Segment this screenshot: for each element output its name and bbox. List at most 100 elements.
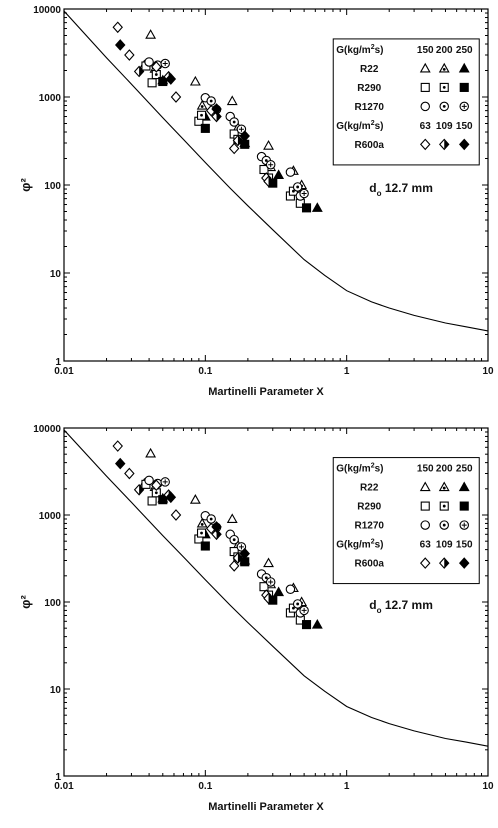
legend-g-value: 150 bbox=[456, 121, 473, 132]
series-r22-g-200 bbox=[149, 481, 308, 607]
x-axis-label: Martinelli Parameter X bbox=[208, 386, 324, 398]
legend-fluid-label: R600a bbox=[355, 140, 385, 151]
triangle-marker bbox=[189, 494, 201, 504]
y-tick-label: 1000 bbox=[39, 93, 62, 104]
triangle-marker bbox=[189, 75, 201, 86]
diamond-marker bbox=[124, 49, 135, 61]
y-tick-label: 1 bbox=[55, 772, 61, 783]
diamond-marker bbox=[170, 509, 182, 521]
diamond-marker bbox=[228, 142, 240, 155]
marker-center-dot bbox=[292, 189, 295, 193]
marker-center-cross bbox=[461, 522, 467, 528]
marker-center-dot bbox=[209, 99, 213, 103]
series-r22-g-150 bbox=[138, 29, 299, 175]
legend-fluid-label: R290 bbox=[357, 502, 381, 513]
marker-center-dot bbox=[442, 105, 446, 108]
series-r1270-g-250 bbox=[160, 477, 309, 616]
series-r600a-g-63 bbox=[112, 440, 272, 601]
diamond-marker bbox=[211, 103, 222, 115]
diameter-annotation: do 12.7 mm bbox=[369, 181, 433, 198]
circle-marker bbox=[285, 584, 296, 595]
marker-center-dot bbox=[200, 523, 204, 526]
triangle-marker bbox=[273, 586, 285, 597]
triangle-marker bbox=[419, 481, 431, 492]
series-r290-g-250 bbox=[158, 76, 312, 213]
diamond-marker bbox=[115, 457, 126, 470]
legend-g-value: 150 bbox=[417, 45, 434, 56]
diamond-half-fill bbox=[268, 176, 274, 187]
marker-center-dot bbox=[154, 491, 158, 495]
y-tick-label: 10 bbox=[50, 269, 62, 280]
marker-center-dot bbox=[209, 517, 213, 521]
diamond-half-fill bbox=[444, 558, 449, 569]
legend-g-value: 200 bbox=[436, 464, 453, 475]
y-tick-label: 10000 bbox=[33, 5, 61, 16]
series-r600a-g-150 bbox=[115, 39, 250, 142]
y-tick-label: 1000 bbox=[39, 511, 62, 522]
diamond-half-fill bbox=[139, 484, 144, 495]
diamond-marker bbox=[420, 557, 431, 569]
triangle-marker bbox=[226, 95, 238, 106]
chart-2: 0.01 0.1 1 10 1 10 100 1000 10000 Martinelli Para… bbox=[18, 424, 494, 813]
marker-center-dot bbox=[296, 602, 300, 606]
diamond-marker bbox=[151, 479, 162, 492]
y-tick-label: 100 bbox=[44, 181, 61, 192]
marker-center-dot bbox=[442, 504, 446, 508]
triangle-marker bbox=[263, 140, 274, 150]
series-r290-g-250 bbox=[158, 495, 312, 630]
chart-1: 0.01 0.1 1 10 1 10 100 1000 10000 Martinelli Para… bbox=[18, 5, 494, 398]
square-marker bbox=[301, 203, 312, 213]
series-r600a-g-63 bbox=[112, 21, 272, 184]
square-marker bbox=[158, 76, 168, 87]
marker-center-cross bbox=[162, 61, 168, 67]
x-tick-label: 0.01 bbox=[54, 781, 74, 792]
marker-center-cross bbox=[162, 479, 168, 485]
series-r600a-g-150 bbox=[115, 457, 250, 560]
triangle-marker bbox=[226, 513, 238, 524]
diamond-marker bbox=[151, 61, 162, 73]
series-r22-g-150 bbox=[138, 447, 299, 593]
diamond-marker bbox=[228, 560, 240, 572]
circle-marker bbox=[285, 167, 296, 177]
diamond-half-fill bbox=[237, 135, 243, 146]
legend-header: G(kg/m2s) bbox=[336, 539, 383, 551]
marker-center-dot bbox=[232, 120, 236, 124]
legend-fluid-label: R600a bbox=[355, 559, 385, 570]
legend-header: G(kg/m2s) bbox=[336, 120, 383, 132]
triangle-marker bbox=[145, 29, 157, 39]
circle-marker bbox=[144, 475, 154, 486]
triangle-marker bbox=[196, 99, 208, 110]
diamond-marker bbox=[239, 130, 250, 142]
y-tick-label: 10 bbox=[50, 685, 62, 696]
legend-g-value: 200 bbox=[436, 45, 453, 56]
legend-g-value: 250 bbox=[456, 45, 473, 56]
x-axis-label: Martinelli Parameter X bbox=[208, 801, 324, 813]
marker-center-dot bbox=[264, 576, 268, 580]
triangle-marker bbox=[273, 169, 285, 180]
marker-center-dot bbox=[154, 73, 158, 76]
triangle-marker bbox=[438, 481, 450, 492]
diamond-marker bbox=[211, 521, 222, 533]
triangle-marker bbox=[311, 618, 323, 629]
square-marker bbox=[147, 496, 157, 506]
marker-center-dot bbox=[442, 86, 446, 89]
diamond-half-fill bbox=[216, 529, 222, 540]
triangle-marker bbox=[145, 447, 157, 458]
legend-g-value: 63 bbox=[420, 540, 432, 551]
marker-center-cross bbox=[268, 162, 274, 168]
x-tick-label: 1 bbox=[344, 781, 350, 792]
marker-center-cross bbox=[301, 191, 307, 197]
correlation-curve bbox=[64, 10, 488, 332]
triangle-marker bbox=[263, 557, 274, 568]
legend-header: G(kg/m2s) bbox=[336, 44, 383, 56]
marker-center-cross bbox=[268, 579, 274, 585]
diamond-marker bbox=[459, 138, 470, 151]
marker-center-dot bbox=[200, 105, 204, 108]
marker-center-dot bbox=[442, 68, 446, 71]
marker-center-dot bbox=[442, 523, 446, 527]
series-r290-g-150 bbox=[141, 61, 305, 208]
x-tick-label: 10 bbox=[482, 781, 494, 792]
legend-fluid-label: R1270 bbox=[355, 521, 385, 532]
